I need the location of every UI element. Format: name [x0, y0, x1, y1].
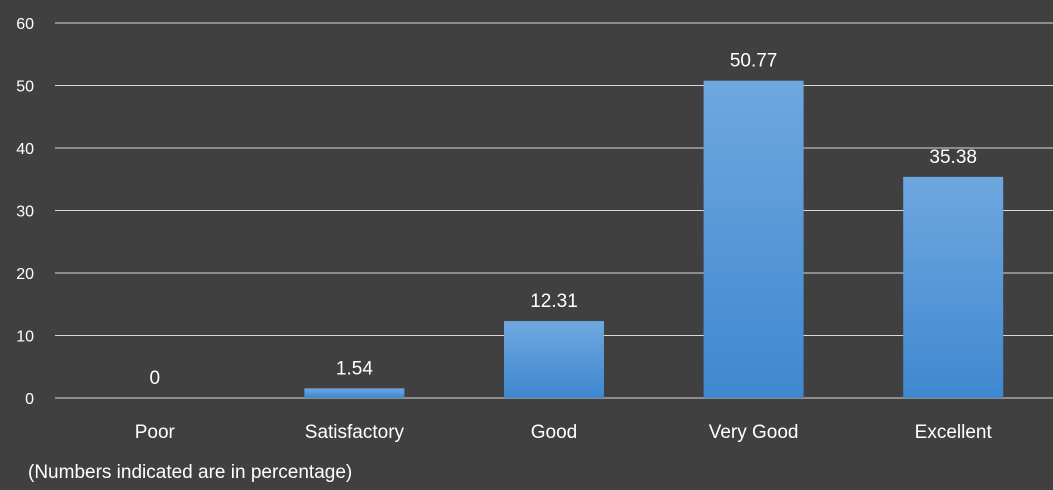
x-axis-tick-labels: Poor Satisfactory Good Very Good Excellent: [135, 422, 993, 443]
x-tick-label: Excellent: [915, 422, 993, 443]
bar-excellent: [903, 176, 1004, 398]
gridlines: [55, 22, 1053, 399]
bar-good: [504, 321, 604, 398]
data-label: 1.54: [336, 358, 373, 379]
data-label: 12.31: [530, 291, 578, 312]
bars: [304, 80, 1004, 398]
y-tick-label: 50: [16, 79, 34, 96]
y-tick-label: 40: [16, 141, 34, 158]
data-labels: 0 1.54 12.31 50.77 35.38: [150, 51, 977, 389]
data-label: 50.77: [730, 51, 778, 72]
data-label: 35.38: [929, 147, 977, 168]
x-tick-label: Good: [531, 422, 577, 443]
data-label: 0: [150, 368, 161, 389]
x-tick-label: Very Good: [709, 422, 799, 443]
y-axis-tick-labels: 0 10 20 30 40 50 60: [16, 16, 34, 408]
footnote: (Numbers indicated are in percentage): [28, 462, 353, 483]
y-tick-label: 0: [25, 391, 34, 408]
bar-very-good: [703, 80, 804, 398]
x-tick-label: Poor: [135, 422, 176, 443]
x-tick-label: Satisfactory: [305, 422, 405, 443]
bar-satisfactory: [304, 388, 405, 398]
y-tick-label: 60: [16, 16, 34, 33]
y-tick-label: 10: [16, 329, 34, 346]
y-tick-label: 20: [16, 266, 34, 283]
y-tick-label: 30: [16, 204, 34, 221]
